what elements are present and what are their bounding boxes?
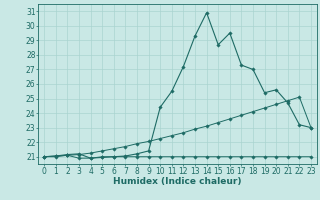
X-axis label: Humidex (Indice chaleur): Humidex (Indice chaleur) bbox=[113, 177, 242, 186]
